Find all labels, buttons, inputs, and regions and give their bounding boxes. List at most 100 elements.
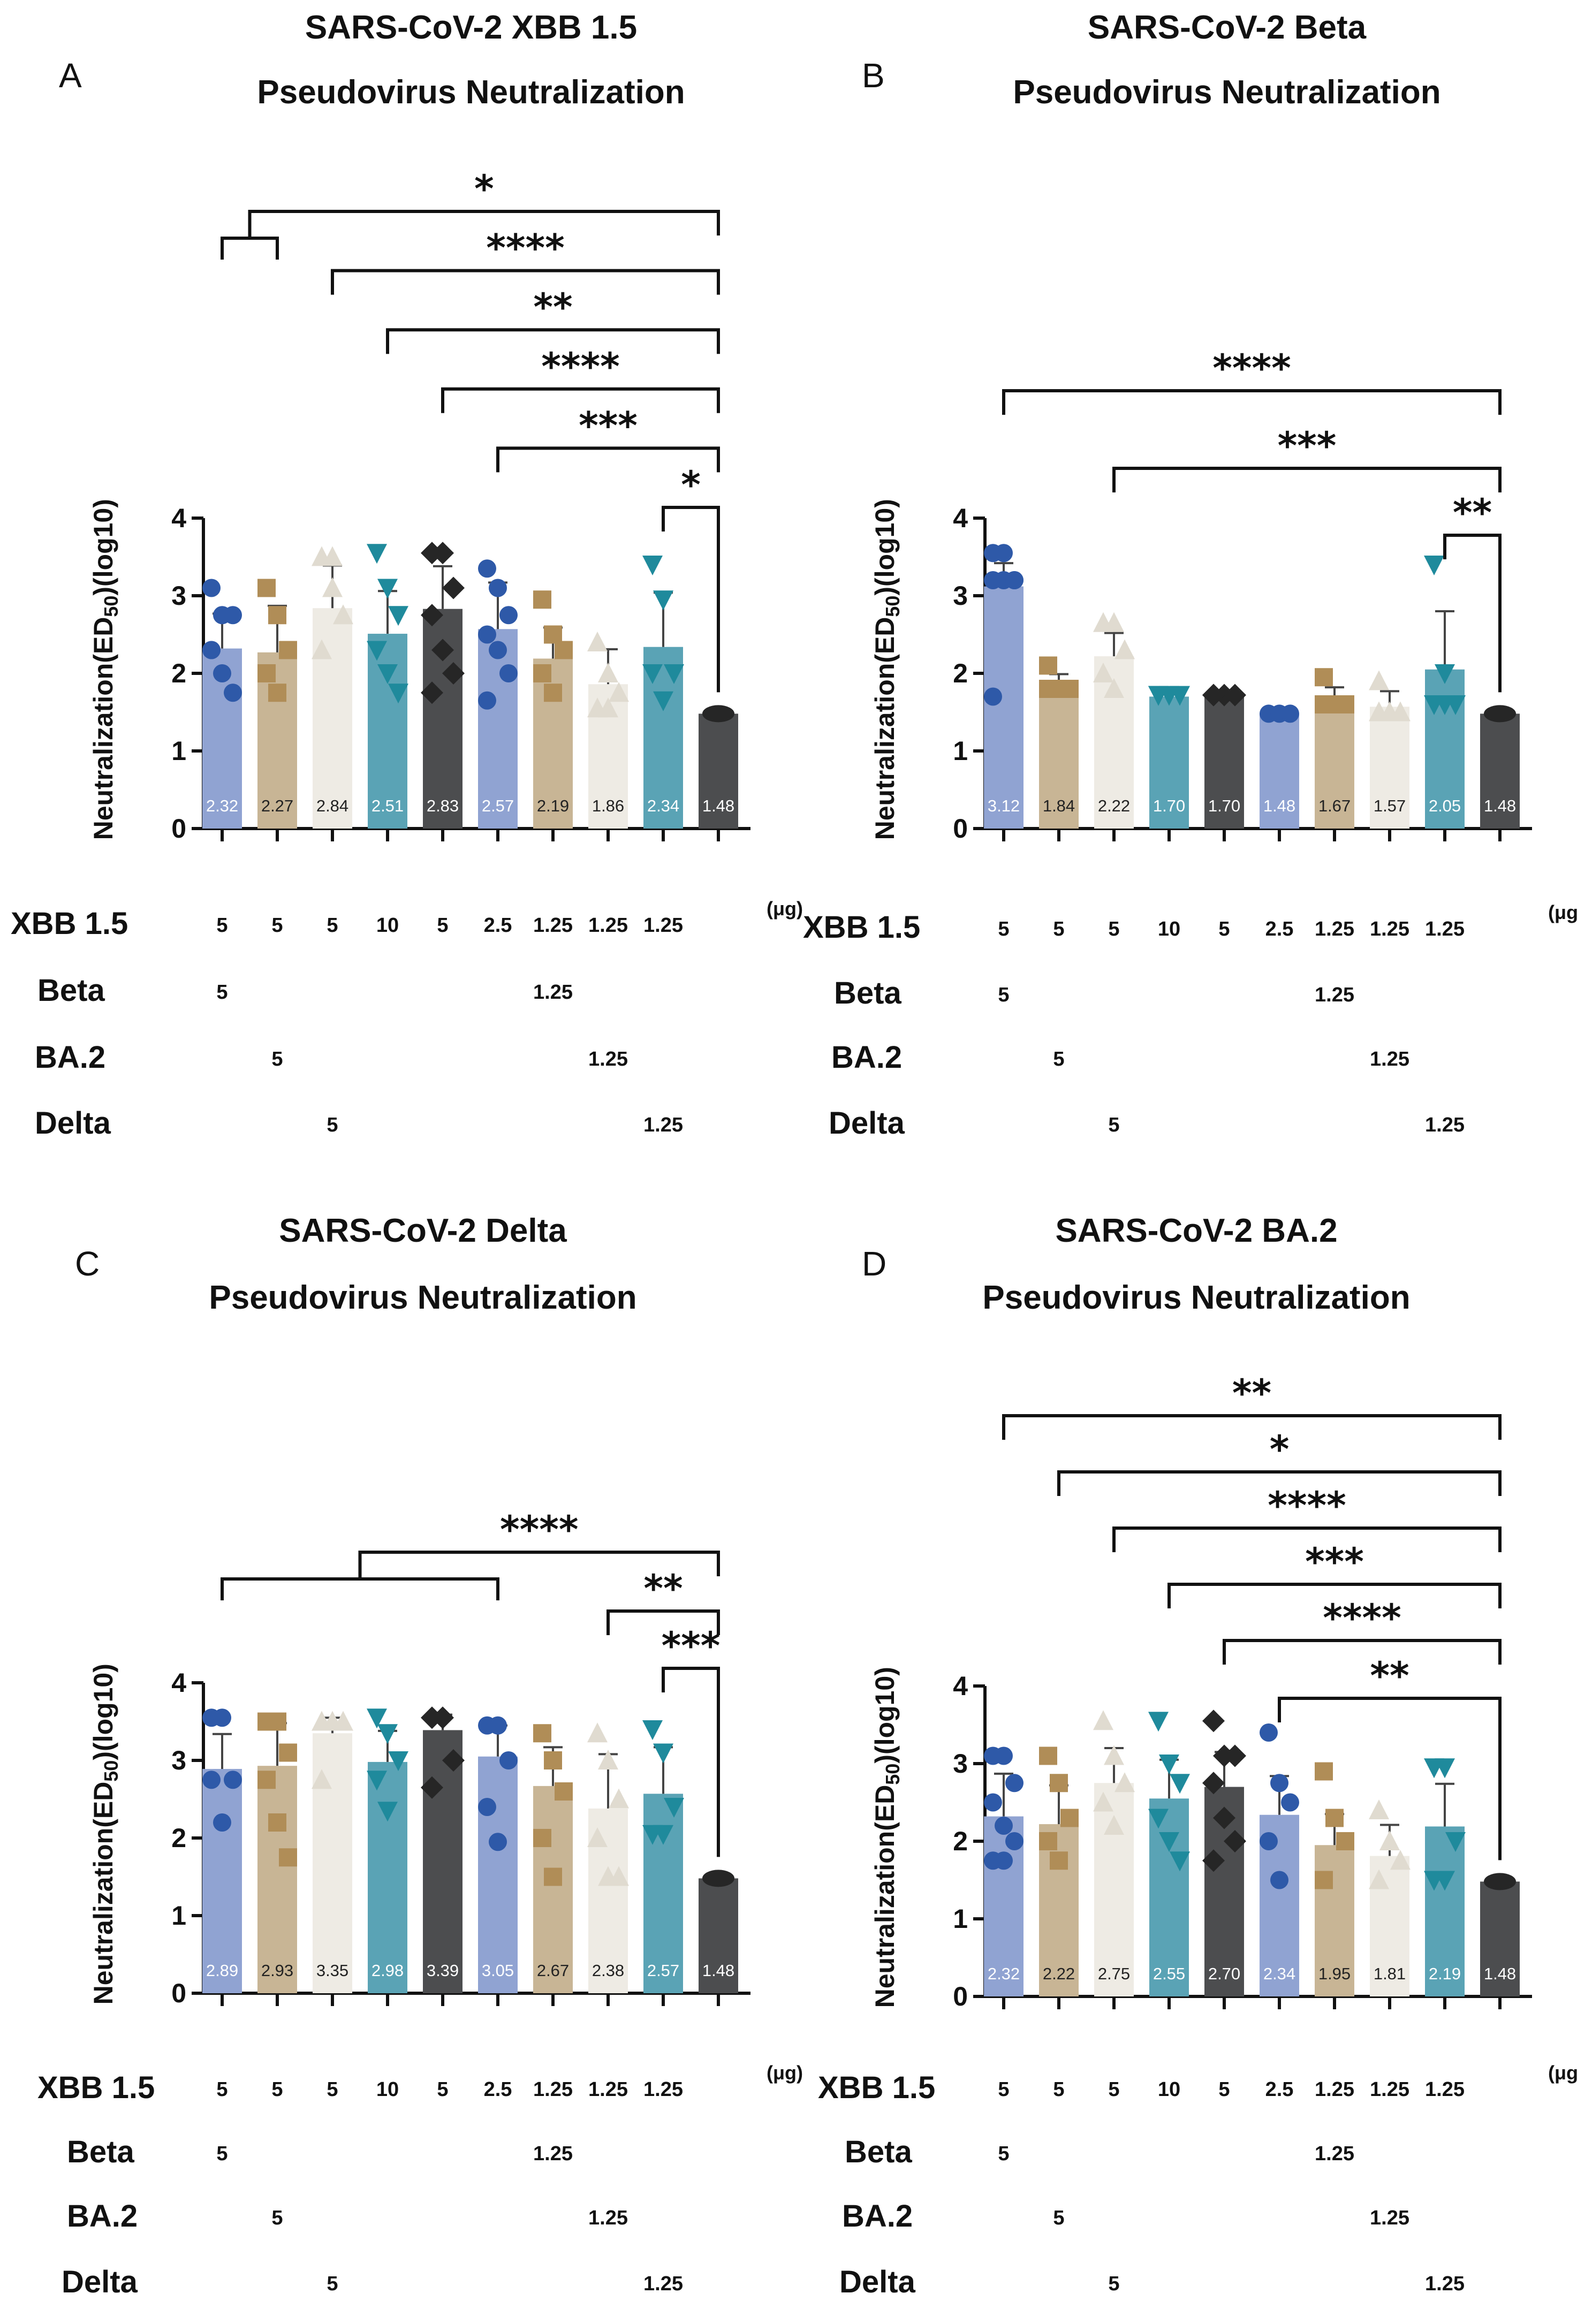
- data-point: [1039, 1746, 1057, 1765]
- bar-value-label: 1.48: [1484, 1964, 1516, 1983]
- y-tick-label: 2: [953, 658, 968, 688]
- data-point: [1336, 1832, 1354, 1850]
- dose-value: 1.25: [1315, 918, 1354, 940]
- dose-table: XBB 1.5 5 5 5 10 5 2.5 1.25 1.25 1.25 Beta 5 1.25 BA.…: [11, 898, 803, 1141]
- bar-value-label: 2.75: [1098, 1964, 1130, 1983]
- bar: [478, 1756, 518, 1993]
- significance-bracket: [662, 506, 720, 693]
- data-point: [1369, 670, 1389, 690]
- data-point: [1224, 683, 1246, 707]
- data-point: [1202, 1710, 1225, 1733]
- panel-letter: C: [75, 1244, 100, 1283]
- bar: [1149, 696, 1189, 829]
- bar: [699, 713, 738, 829]
- chart-title: SARS-CoV-2 Beta: [1088, 9, 1367, 46]
- dose-value: 5: [216, 2143, 228, 2165]
- data-point: [442, 662, 465, 685]
- bar-value-label: 2.55: [1153, 1964, 1185, 1983]
- figure: A SARS-CoV-2 XBB 1.5 Pseudovirus Neutraliz…: [11, 9, 1577, 2299]
- panel-D: D SARS-CoV-2 BA.2 Pseudovirus Neutralizati…: [818, 1212, 1577, 2299]
- data-point: [257, 1771, 276, 1789]
- bar: [1370, 707, 1409, 829]
- y-tick-label: 0: [171, 814, 186, 844]
- bar-value-label: 2.67: [537, 1961, 569, 1980]
- significance-bracket: [606, 1609, 720, 1635]
- data-point: [213, 1708, 231, 1727]
- dose-value: 5: [327, 1114, 338, 1136]
- y-tick-label: 0: [171, 1978, 186, 2008]
- dose-value: 1.25: [643, 914, 683, 937]
- significance-bracket: [1112, 1526, 1502, 1552]
- data-point: [367, 1771, 387, 1791]
- bar: [699, 1878, 738, 1993]
- data-point: [213, 664, 231, 682]
- bar-value-label: 2.93: [261, 1961, 293, 1980]
- bar: [202, 1768, 242, 1993]
- bar-value-label: 1.48: [702, 796, 734, 815]
- bar-value-label: 1.86: [592, 796, 624, 815]
- significance-label: ****: [486, 226, 564, 270]
- dose-value: 5: [1218, 2078, 1230, 2101]
- data-point: [1050, 680, 1068, 698]
- significance-label: **: [533, 285, 572, 329]
- data-point: [1260, 1832, 1278, 1850]
- y-tick-label: 4: [171, 503, 186, 533]
- bar-value-label: 1.48: [1263, 796, 1295, 815]
- bar-value-label: 1.70: [1153, 796, 1185, 815]
- dose-value: 1.25: [1425, 2273, 1465, 2295]
- data-point: [1484, 705, 1516, 723]
- data-point: [489, 1716, 507, 1735]
- data-point: [478, 559, 496, 578]
- dose-unit: (μg): [1548, 901, 1577, 923]
- dose-value: 5: [1053, 2207, 1064, 2229]
- dose-value: 1.25: [1425, 2078, 1465, 2101]
- dose-value: 5: [271, 2207, 283, 2229]
- data-point: [1104, 1815, 1124, 1835]
- significance-label: ***: [579, 404, 638, 447]
- dose-value: 2.5: [1265, 918, 1294, 940]
- y-tick-label: 2: [171, 658, 186, 688]
- dose-value: 5: [998, 2078, 1009, 2101]
- data-point: [533, 1724, 551, 1743]
- significance-bracket: [1002, 389, 1502, 415]
- data-point: [1213, 1806, 1235, 1829]
- significance-label: **: [1453, 491, 1492, 535]
- data-point: [499, 1751, 518, 1769]
- bar: [1480, 1881, 1520, 1996]
- significance-bracket: [1223, 1639, 1502, 1665]
- data-point: [1281, 704, 1299, 723]
- data-point: [1170, 1851, 1190, 1872]
- y-tick-label: 3: [171, 581, 186, 611]
- bar-value-label: 2.22: [1098, 796, 1130, 815]
- dose-row-name: BA.2: [842, 2199, 913, 2234]
- data-point: [609, 682, 629, 702]
- dose-row-name: Delta: [839, 2265, 916, 2299]
- significance-bracket: [662, 1667, 720, 1857]
- y-tick-label: 4: [953, 503, 968, 533]
- data-point: [377, 664, 398, 684]
- dose-row-name: Beta: [37, 973, 105, 1008]
- data-point: [1159, 1755, 1179, 1774]
- data-point: [653, 691, 673, 711]
- dose-row-name: Beta: [845, 2135, 912, 2169]
- bar-value-label: 2.19: [537, 796, 569, 815]
- data-point: [702, 705, 734, 723]
- data-point: [653, 1743, 673, 1764]
- bar: [257, 1766, 297, 1993]
- dose-value: 1.25: [588, 2078, 628, 2101]
- dose-unit: (μg): [767, 2062, 803, 2084]
- dose-value: 10: [376, 914, 399, 937]
- bar: [1204, 696, 1244, 829]
- dose-value: 10: [1158, 2078, 1180, 2101]
- data-point: [367, 641, 387, 661]
- data-point: [499, 606, 518, 625]
- data-point: [489, 579, 507, 597]
- significance-bracket: [1002, 1414, 1502, 1440]
- dose-value: 5: [271, 914, 283, 937]
- data-point: [1202, 683, 1225, 707]
- data-point: [268, 606, 286, 625]
- bar-value-label: 2.34: [1263, 1964, 1295, 1983]
- significance-label: ****: [1323, 1596, 1401, 1640]
- dose-value: 5: [1053, 1048, 1064, 1070]
